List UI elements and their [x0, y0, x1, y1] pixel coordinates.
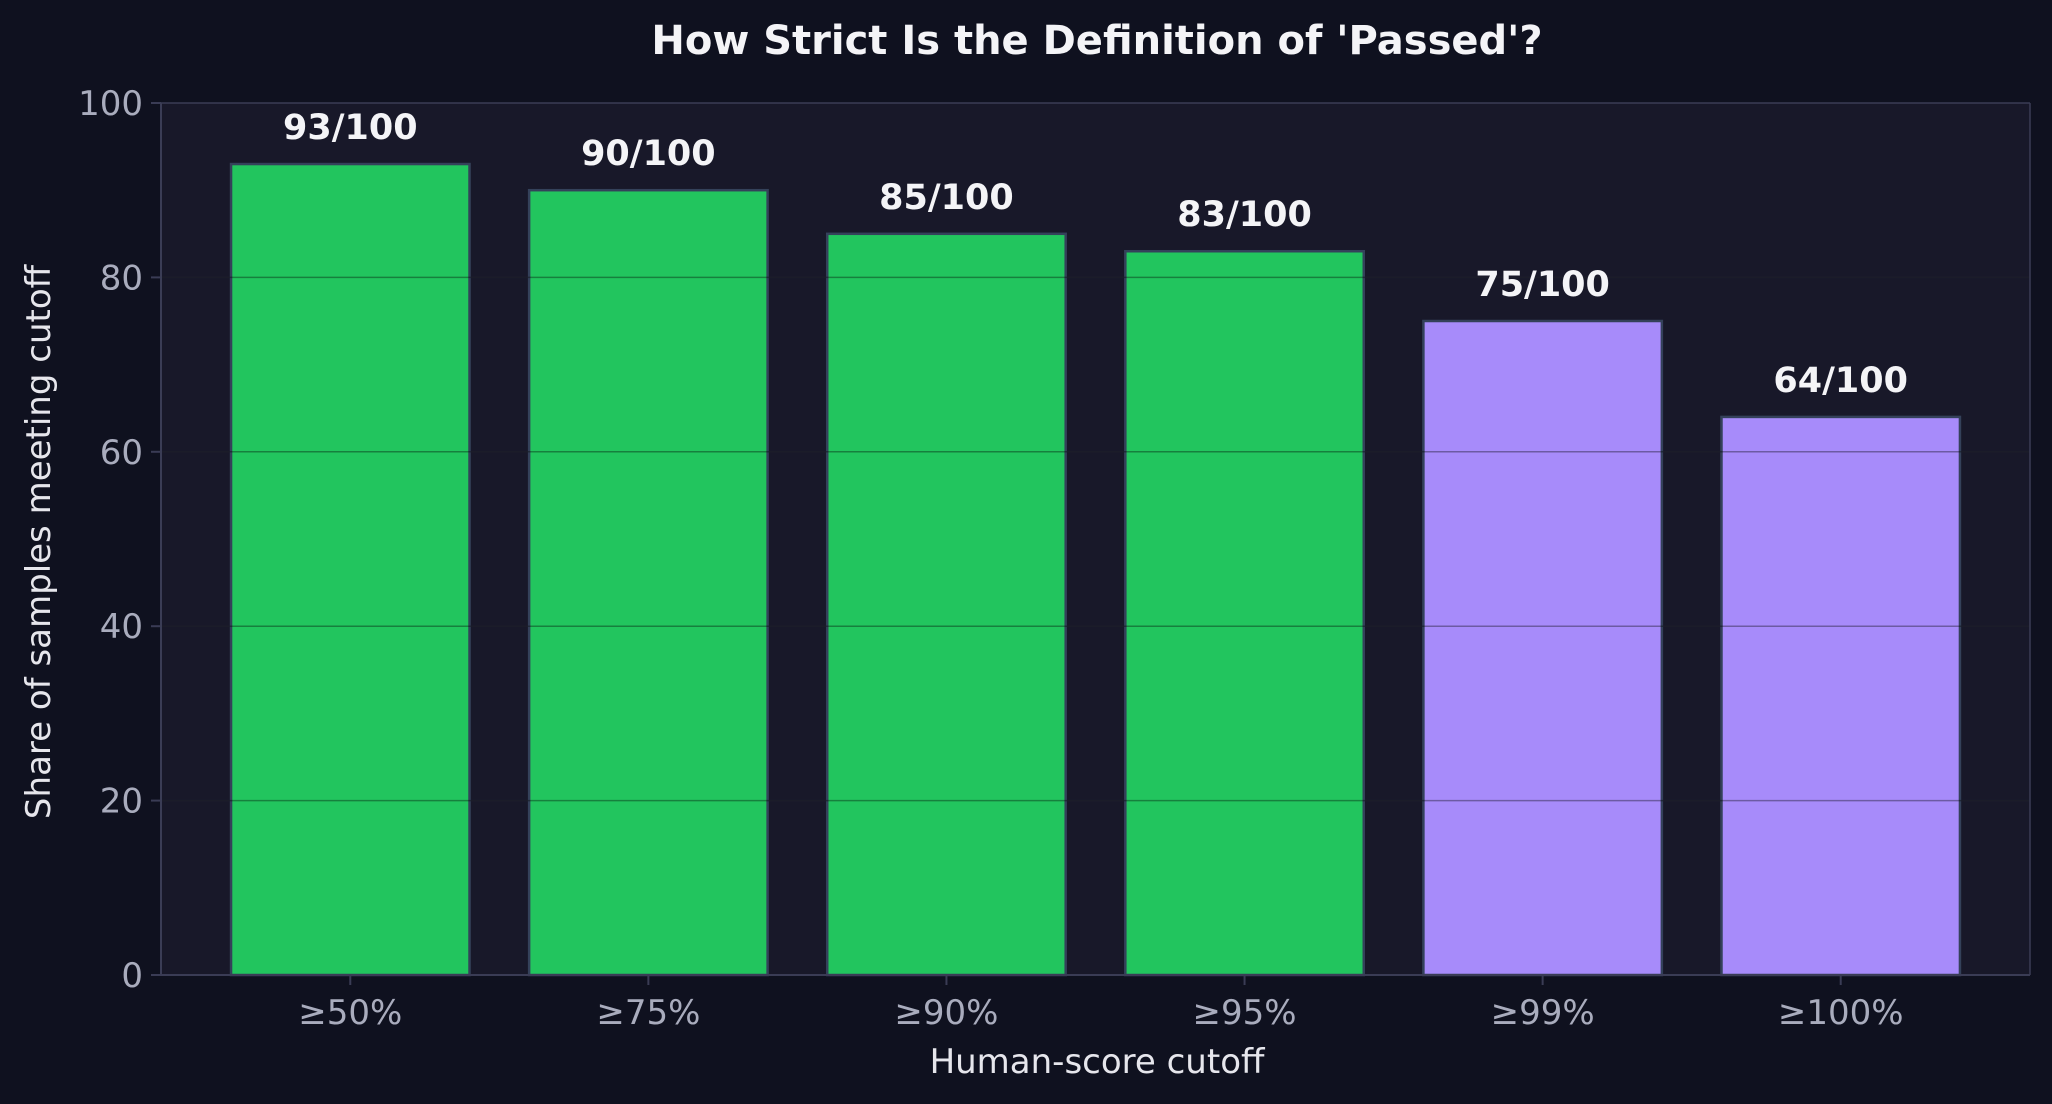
- data-label: 93/100: [283, 108, 418, 148]
- y-axis-label: Share of samples meeting cutoff: [19, 263, 59, 819]
- data-label: 83/100: [1177, 195, 1312, 235]
- y-tick-label: 100: [78, 84, 143, 124]
- grid-lines-over-bars: [161, 276, 2030, 802]
- x-tick-label: ≥100%: [1778, 993, 1904, 1033]
- x-tick-label: ≥75%: [596, 993, 700, 1033]
- data-labels: 93/100 90/100 85/100 83/100 75/100 64/100: [283, 108, 1908, 401]
- x-ticks: ≥50% ≥75% ≥90% ≥95% ≥99% ≥100%: [298, 975, 1904, 1033]
- x-tick-label: ≥99%: [1491, 993, 1595, 1033]
- bar: [825, 232, 1067, 977]
- x-tick-label: ≥90%: [894, 993, 998, 1033]
- plot-area: [161, 103, 2030, 975]
- y-ticks: 0 20 40 60 80 100: [78, 84, 161, 996]
- axes: [160, 102, 2031, 976]
- data-label: 85/100: [879, 178, 1014, 218]
- data-label: 90/100: [581, 134, 716, 174]
- bars: [229, 162, 1962, 977]
- y-tick-label: 80: [100, 258, 143, 298]
- bar: [229, 162, 471, 977]
- bar: [527, 188, 769, 977]
- bar: [1124, 249, 1366, 977]
- grid-lines: [161, 276, 2030, 802]
- y-tick-label: 20: [100, 782, 143, 822]
- data-label: 75/100: [1475, 265, 1610, 305]
- bar: [1720, 415, 1962, 977]
- chart-title: How Strict Is the Definition of 'Passed'…: [651, 18, 1542, 64]
- y-tick-label: 40: [100, 607, 143, 647]
- y-tick-label: 0: [121, 956, 143, 996]
- x-axis-label: Human-score cutoff: [930, 1042, 1266, 1082]
- x-tick-label: ≥95%: [1193, 993, 1297, 1033]
- x-tick-label: ≥50%: [298, 993, 402, 1033]
- bar: [1422, 319, 1664, 977]
- y-tick-label: 60: [100, 433, 143, 473]
- data-label: 64/100: [1773, 361, 1908, 401]
